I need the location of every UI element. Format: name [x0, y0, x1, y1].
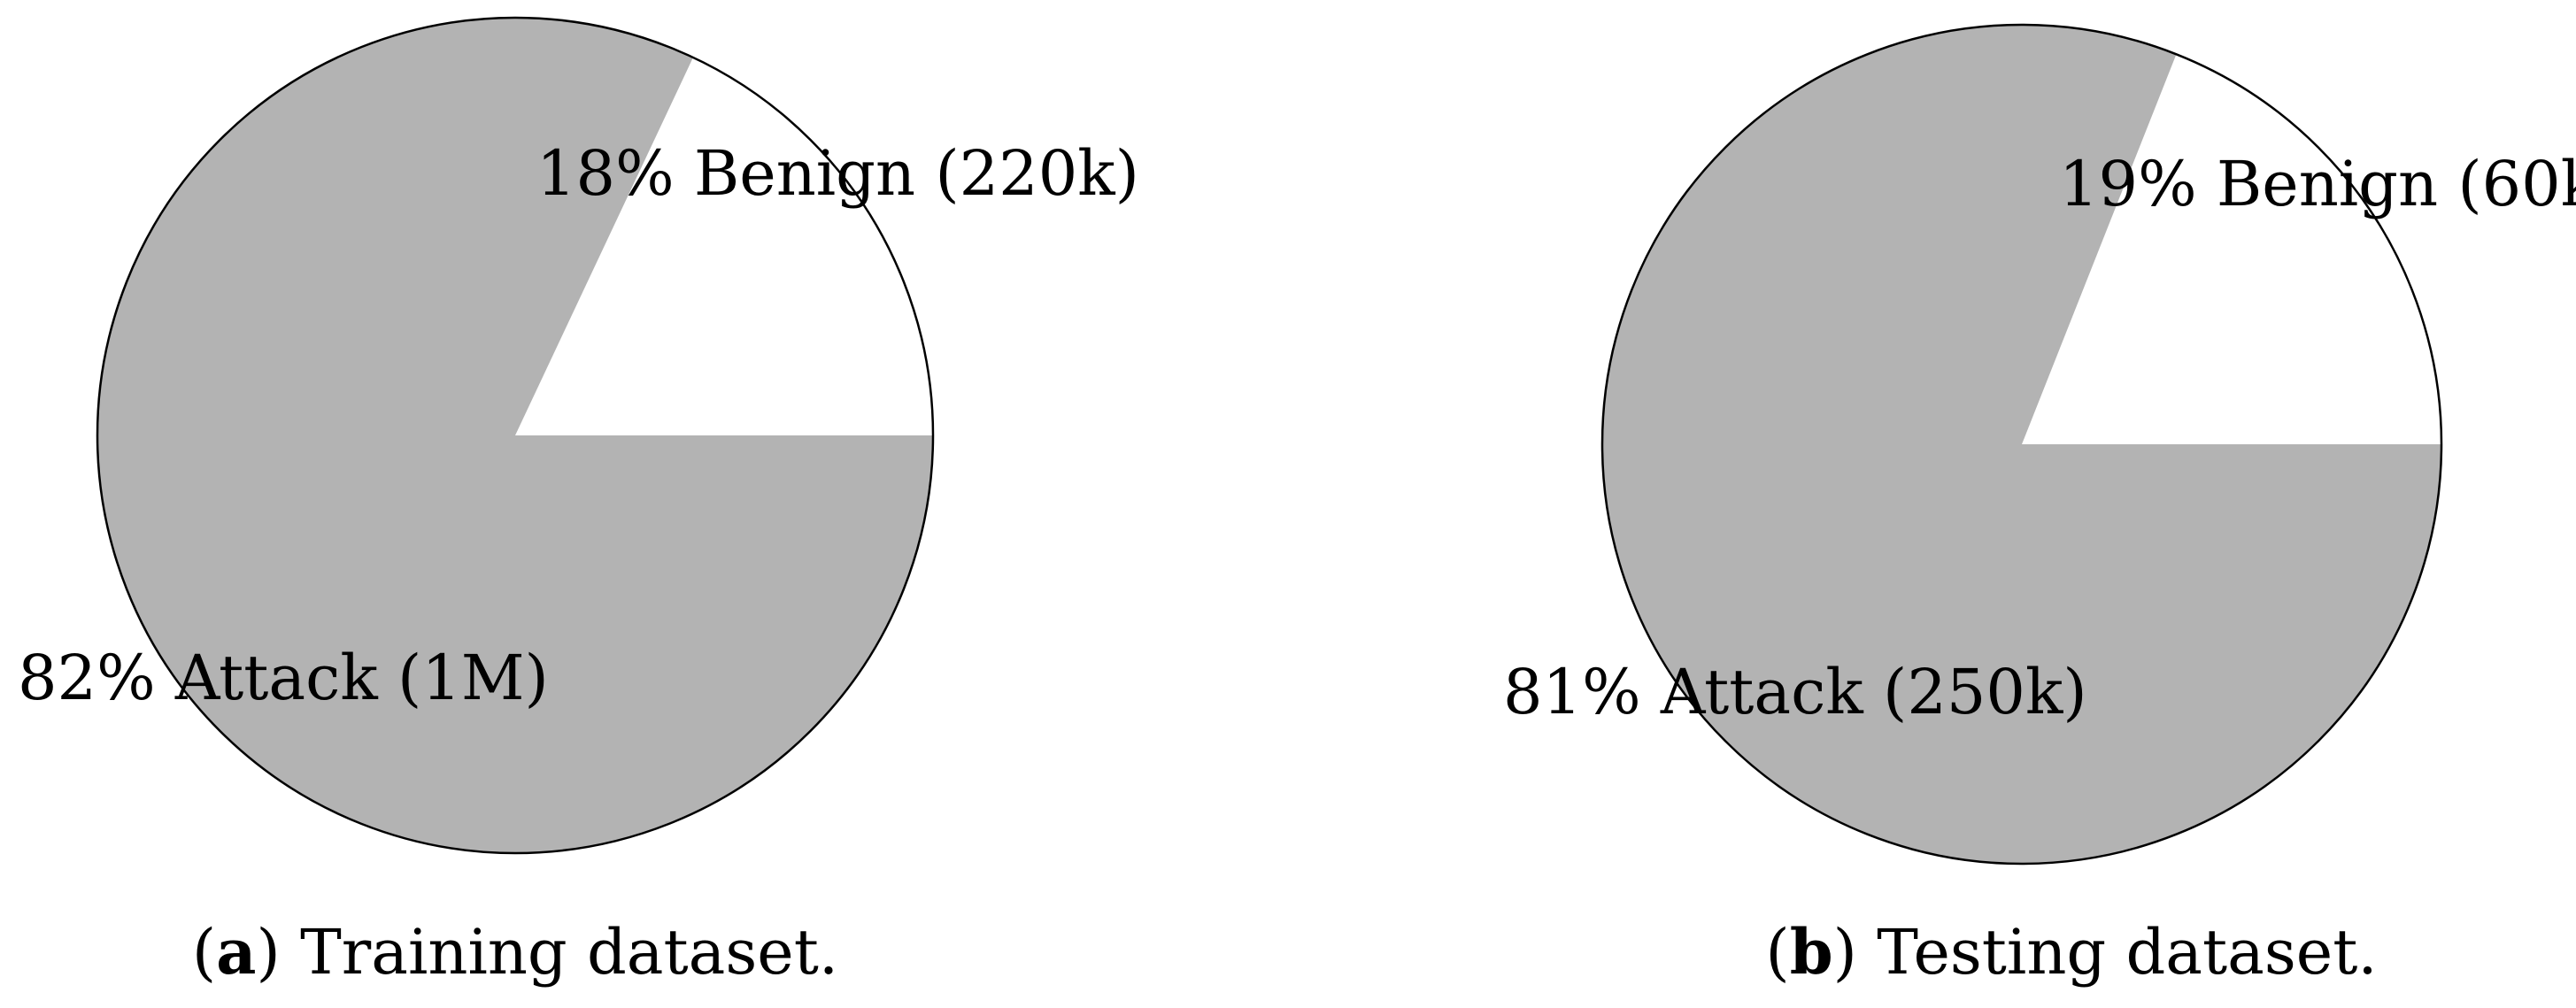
pie-slices-testing	[1600, 23, 2443, 866]
caption-training: (a) Training dataset.	[192, 915, 838, 989]
pie-outline-testing	[1600, 23, 2443, 866]
caption-text-training: Training dataset.	[300, 916, 838, 989]
pie-chart-training: 18% Benign (220k) 82% Attack (1M) (a) Tr…	[18, 16, 1139, 989]
pie-slice-benign-training	[515, 57, 933, 436]
pie-outline-training	[96, 16, 935, 855]
pie-slice-attack-testing	[1601, 25, 2441, 865]
caption-text-testing: Testing dataset.	[1877, 916, 2377, 989]
caption-testing: (b) Testing dataset.	[1765, 915, 2377, 989]
pie-slices-training	[96, 16, 935, 855]
pie-slice-attack-training	[97, 17, 934, 853]
slice-label-benign-testing: 19% Benign (60k)	[2059, 148, 2576, 220]
caption-letter-training: a	[216, 915, 256, 989]
slice-label-benign-training: 18% Benign (220k)	[536, 137, 1139, 210]
slice-label-attack-training: 82% Attack (1M)	[18, 642, 549, 714]
pie-chart-testing: 19% Benign (60k) 81% Attack (250k) (b) T…	[1503, 23, 2576, 989]
caption-letter-testing: b	[1790, 915, 1833, 989]
slice-label-attack-testing: 81% Attack (250k)	[1503, 656, 2087, 728]
pie-slice-benign-testing	[2022, 54, 2441, 444]
